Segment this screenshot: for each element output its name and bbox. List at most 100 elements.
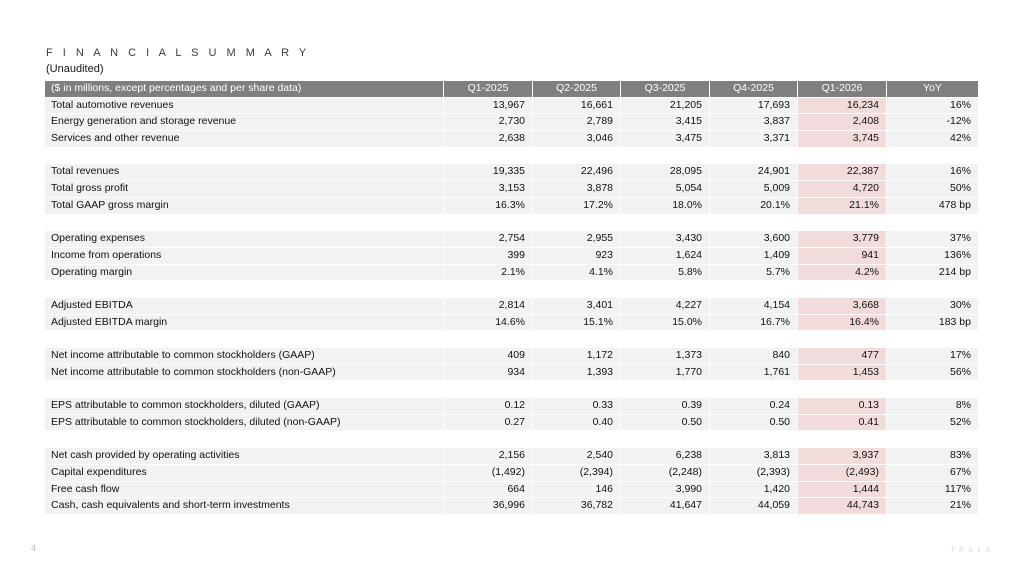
- value-cell: 3,600: [709, 231, 797, 247]
- value-cell: 16.3%: [443, 197, 532, 214]
- table-row: EPS attributable to common stockholders,…: [45, 414, 978, 431]
- value-cell: 4.1%: [532, 264, 620, 281]
- value-cell: 44,059: [709, 498, 797, 514]
- column-header: Q1-2025: [443, 81, 532, 97]
- value-cell: 3,475: [620, 131, 709, 147]
- tesla-wordmark: TESLA: [950, 547, 995, 554]
- table-spacer-row: [45, 215, 978, 231]
- table-row: Cash, cash equivalents and short-term in…: [45, 498, 978, 514]
- row-label: Net income attributable to common stockh…: [51, 365, 336, 378]
- value-cell: 1,393: [532, 364, 620, 381]
- value-cell: 14.6%: [443, 314, 532, 331]
- value-cell: 28,095: [620, 164, 709, 181]
- spacer-cell: [45, 148, 443, 164]
- value-cell: 923: [532, 247, 620, 264]
- value-cell: 3,401: [532, 297, 620, 314]
- value-cell: 0.27: [443, 414, 532, 431]
- value-cell: 3,937: [797, 448, 886, 464]
- value-cell: 3,837: [709, 114, 797, 131]
- value-cell: 16,661: [532, 97, 620, 114]
- value-cell: 0.12: [443, 398, 532, 414]
- table-row: Adjusted EBITDA margin 14.6% 15.1% 15.0% 16.…: [45, 314, 978, 331]
- table-header-row: ($ in millions, except percentages and p…: [45, 81, 978, 97]
- value-cell: 1,373: [620, 348, 709, 364]
- table-row: Operating margin 2.1% 4.1% 5.8% 5.7% 4.2% 214 …: [45, 264, 978, 281]
- value-cell: 3,779: [797, 231, 886, 247]
- value-cell: (2,394): [532, 464, 620, 481]
- value-cell: 18.0%: [620, 197, 709, 214]
- row-label: EPS attributable to common stockholders,…: [51, 415, 341, 428]
- page-number: 4: [31, 543, 37, 553]
- value-cell: 0.50: [620, 414, 709, 431]
- spacer-cell: [45, 431, 443, 447]
- value-cell: 36,782: [532, 498, 620, 514]
- value-cell: 22,387: [797, 164, 886, 181]
- value-cell: 52%: [886, 414, 978, 431]
- value-cell: 2,638: [443, 131, 532, 147]
- value-cell: 15.0%: [620, 314, 709, 331]
- value-cell: 13,967: [443, 97, 532, 114]
- value-cell: 16.7%: [709, 314, 797, 331]
- value-cell: (2,393): [709, 464, 797, 481]
- value-cell: 477: [797, 348, 886, 364]
- value-cell: 2,754: [443, 231, 532, 247]
- value-cell: 0.50: [709, 414, 797, 431]
- spacer-cell: [45, 215, 443, 231]
- value-cell: 22,496: [532, 164, 620, 181]
- value-cell: 4,227: [620, 297, 709, 314]
- value-cell: 17.2%: [532, 197, 620, 214]
- value-cell: 2,955: [532, 231, 620, 247]
- value-cell: 0.33: [532, 398, 620, 414]
- value-cell: 5.7%: [709, 264, 797, 281]
- value-cell: 117%: [886, 481, 978, 498]
- value-cell: 2,789: [532, 114, 620, 131]
- value-cell: 4,720: [797, 181, 886, 197]
- value-cell: 41,647: [620, 498, 709, 514]
- value-cell: 840: [709, 348, 797, 364]
- value-cell: 67%: [886, 464, 978, 481]
- column-header: Q3-2025: [620, 81, 709, 97]
- value-cell: 0.41: [797, 414, 886, 431]
- value-cell: 478 bp: [886, 197, 978, 214]
- value-cell: 24,901: [709, 164, 797, 181]
- row-label: Cash, cash equivalents and short-term in…: [51, 499, 290, 512]
- row-label: Total revenues: [51, 165, 120, 178]
- value-cell: 0.39: [620, 398, 709, 414]
- row-label: Services and other revenue: [51, 132, 180, 145]
- row-label: Free cash flow: [51, 482, 120, 495]
- page-title: F I N A N C I A L S U M M A R Y: [46, 47, 310, 59]
- value-cell: 1,453: [797, 364, 886, 381]
- value-cell: 146: [532, 481, 620, 498]
- value-cell: 21,205: [620, 97, 709, 114]
- value-cell: 4,154: [709, 297, 797, 314]
- value-cell: 1,624: [620, 247, 709, 264]
- value-cell: 0.13: [797, 398, 886, 414]
- row-label: Total automotive revenues: [51, 98, 174, 111]
- value-cell: 44,743: [797, 498, 886, 514]
- row-label: Adjusted EBITDA: [51, 298, 133, 311]
- table-spacer-row: [45, 431, 978, 447]
- value-cell: 941: [797, 247, 886, 264]
- column-header: Q1-2026: [797, 81, 886, 97]
- value-cell: 934: [443, 364, 532, 381]
- value-cell: 3,153: [443, 181, 532, 197]
- value-cell: 136%: [886, 247, 978, 264]
- value-cell: 5,009: [709, 181, 797, 197]
- value-cell: 2,540: [532, 448, 620, 464]
- table-row: Total GAAP gross margin 16.3% 17.2% 18.0% 20…: [45, 197, 978, 214]
- value-cell: 409: [443, 348, 532, 364]
- row-label: Total gross profit: [51, 182, 129, 195]
- value-cell: 6,238: [620, 448, 709, 464]
- value-cell: 5.8%: [620, 264, 709, 281]
- spacer-cell: [45, 281, 443, 297]
- value-cell: 664: [443, 481, 532, 498]
- value-cell: (2,248): [620, 464, 709, 481]
- value-cell: 2.1%: [443, 264, 532, 281]
- table-row: Free cash flow 664 146 3,990 1,420 1,444 117%: [45, 481, 978, 498]
- table-row: Operating expenses 2,754 2,955 3,430 3,600 3,…: [45, 231, 978, 247]
- value-cell: 3,745: [797, 131, 886, 147]
- column-header: YoY: [886, 81, 978, 97]
- value-cell: 1,409: [709, 247, 797, 264]
- value-cell: 1,172: [532, 348, 620, 364]
- value-cell: 30%: [886, 297, 978, 314]
